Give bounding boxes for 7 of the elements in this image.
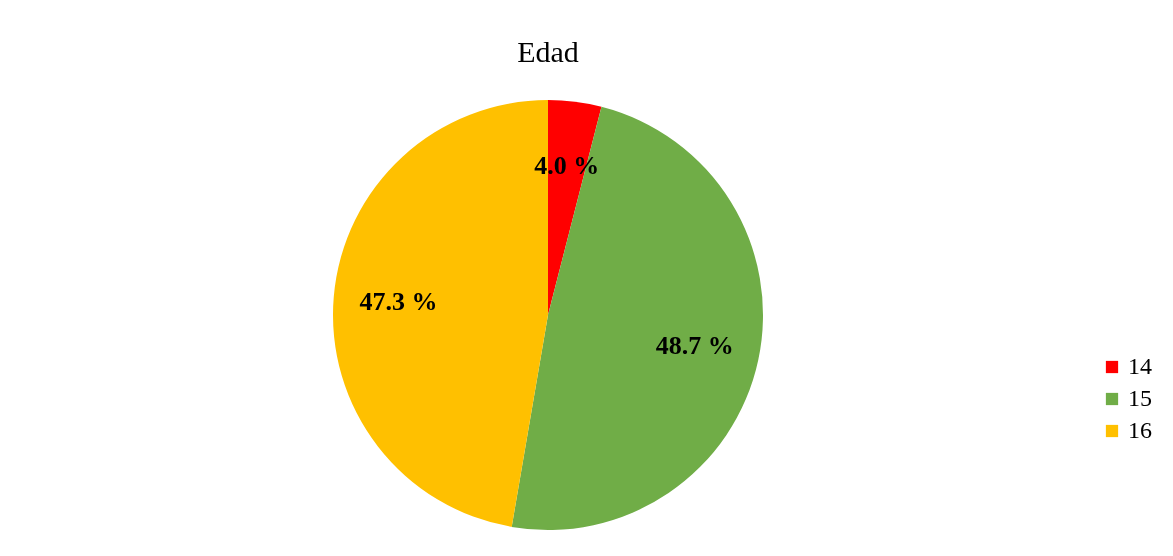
data-label: 48.7 % <box>655 331 734 361</box>
data-label: 47.3 % <box>359 287 438 317</box>
legend-label: 15 <box>1128 385 1152 411</box>
pie-slice <box>511 106 763 530</box>
legend-label: 14 <box>1128 353 1152 379</box>
legend-label: 16 <box>1128 417 1152 443</box>
chart-title: Edad <box>517 35 579 68</box>
